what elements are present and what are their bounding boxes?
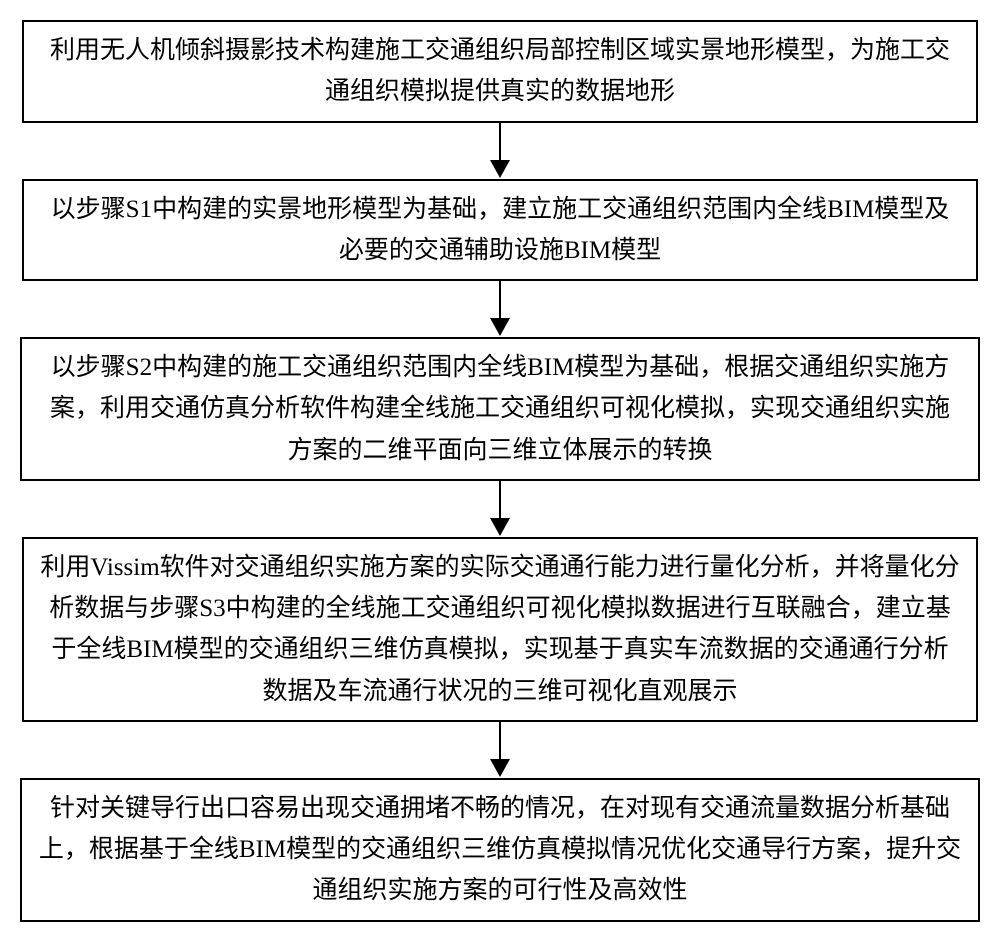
flow-box-step1: 利用无人机倾斜摄影技术构建施工交通组织局部控制区域实景地形模型，为施工交通组织模…	[22, 20, 978, 123]
flow-box-step3: 以步骤S2中构建的施工交通组织范围内全线BIM模型为基础，根据交通组织实施方案，…	[20, 337, 980, 481]
flow-box-text: 利用Vissim软件对交通组织实施方案的实际交通通行能力进行量化分析，并将量化分…	[40, 547, 960, 712]
flow-arrow	[490, 722, 510, 778]
arrow-head-icon	[490, 759, 510, 777]
arrow-line	[499, 481, 502, 519]
arrow-head-icon	[490, 318, 510, 336]
flow-arrow	[490, 481, 510, 537]
arrow-head-icon	[490, 160, 510, 178]
flowchart-container: 利用无人机倾斜摄影技术构建施工交通组织局部控制区域实景地形模型，为施工交通组织模…	[20, 20, 980, 922]
arrow-line	[499, 123, 502, 161]
flow-box-text: 针对关键导行出口容易出现交通拥堵不畅的情况，在对现有交通流量数据分析基础上，根据…	[38, 788, 962, 912]
arrow-head-icon	[490, 518, 510, 536]
arrow-line	[499, 281, 502, 319]
flow-arrow	[490, 281, 510, 337]
flow-box-text: 利用无人机倾斜摄影技术构建施工交通组织局部控制区域实景地形模型，为施工交通组织模…	[40, 30, 960, 113]
arrow-line	[499, 722, 502, 760]
flow-box-text: 以步骤S1中构建的实景地形模型为基础，建立施工交通组织范围内全线BIM模型及必要…	[40, 189, 960, 272]
flow-arrow	[490, 123, 510, 179]
flow-box-text: 以步骤S2中构建的施工交通组织范围内全线BIM模型为基础，根据交通组织实施方案，…	[38, 347, 962, 471]
flow-box-step2: 以步骤S1中构建的实景地形模型为基础，建立施工交通组织范围内全线BIM模型及必要…	[22, 179, 978, 282]
flow-box-step4: 利用Vissim软件对交通组织实施方案的实际交通通行能力进行量化分析，并将量化分…	[22, 537, 978, 722]
flow-box-step5: 针对关键导行出口容易出现交通拥堵不畅的情况，在对现有交通流量数据分析基础上，根据…	[20, 778, 980, 922]
